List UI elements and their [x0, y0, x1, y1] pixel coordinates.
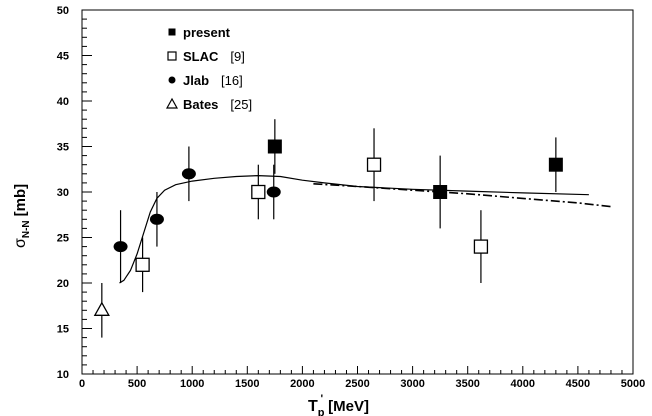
y-tick-label: 20 [57, 278, 69, 290]
x-tick-label: 3000 [400, 378, 424, 390]
model-curve-solid [119, 174, 589, 284]
legend-reference: [25] [230, 97, 252, 112]
legend-marker [167, 51, 177, 61]
data-point-slac [366, 157, 382, 172]
data-point-present [267, 139, 282, 154]
x-tick-label: 4000 [511, 378, 535, 390]
legend-label: Bates [25] [183, 97, 252, 112]
x-axis-title-sup: ' [321, 393, 324, 405]
legend-series-name: Bates [183, 97, 218, 112]
x-tick-label: 500 [128, 378, 146, 390]
x-tick-label: 3500 [455, 378, 479, 390]
y-tick-label: 30 [57, 187, 69, 199]
error-bars [101, 119, 557, 338]
y-tick-label: 25 [57, 233, 69, 245]
y-tick-label: 40 [57, 96, 69, 108]
legend-entry-slac: SLAC [9] [167, 49, 245, 64]
legend-series-name: present [183, 25, 231, 40]
data-markers [93, 139, 563, 316]
legend-series-name: SLAC [183, 49, 219, 64]
model-curves [119, 174, 612, 284]
data-point-present [433, 185, 448, 199]
legend-label: SLAC [9] [183, 49, 245, 64]
x-axis-ticks: 0 500 1000 1500 2000 2500 3000 3500 4000 4500 5000 [79, 366, 645, 390]
data-point-present [548, 157, 563, 172]
x-tick-label: 5000 [621, 378, 645, 390]
y-tick-label: 15 [57, 324, 69, 336]
legend-entry-bates: Bates [25] [165, 97, 252, 112]
x-axis-title-main: T [308, 398, 318, 415]
data-point-slac [135, 257, 150, 272]
x-tick-label: 2500 [345, 378, 369, 390]
x-axis-title-unit: [MeV] [328, 398, 369, 415]
legend-marker [168, 76, 176, 84]
legend-entry-present: present [168, 25, 231, 40]
y-axis-title: σN-N [mb] [12, 184, 32, 248]
y-axis-title-unit: [mb] [12, 184, 29, 217]
plot-frame [81, 9, 634, 375]
y-axis-title-sub: N-N [21, 220, 32, 238]
x-tick-label: 0 [79, 378, 85, 390]
x-tick-label: 4500 [566, 378, 590, 390]
x-axis-title: Tp ' [MeV] [308, 393, 369, 416]
legend-reference: [9] [230, 49, 244, 64]
x-axis-title-sub: p [318, 407, 325, 416]
data-point-jlab [149, 213, 164, 225]
y-tick-label: 10 [57, 369, 69, 381]
y-tick-label: 50 [57, 5, 69, 17]
data-point-jlab [181, 168, 196, 180]
data-point-slac [473, 239, 489, 254]
data-point-slac [251, 184, 266, 200]
legend: present SLAC [9] Jlab [16]Bates [25] [165, 25, 252, 112]
legend-label: Jlab [16] [183, 73, 243, 88]
y-axis-ticks: 10 15 20 25 30 35 40 45 50 [57, 5, 92, 381]
legend-series-name: Jlab [183, 73, 209, 88]
x-tick-label: 1500 [235, 378, 259, 390]
legend-entry-jlab: Jlab [16] [168, 73, 243, 88]
y-tick-label: 45 [57, 51, 69, 63]
model-curve-dash-dot [313, 183, 612, 208]
data-point-jlab [113, 241, 128, 253]
x-tick-label: 1000 [180, 378, 204, 390]
legend-reference: [16] [221, 73, 243, 88]
data-point-jlab [266, 186, 281, 198]
y-axis-title-main: σ [12, 238, 29, 248]
legend-marker [165, 97, 179, 109]
legend-label: present [183, 25, 231, 40]
y-tick-label: 35 [57, 142, 69, 154]
data-point-bates [93, 301, 110, 316]
legend-marker [168, 28, 176, 36]
x-tick-label: 2000 [290, 378, 314, 390]
